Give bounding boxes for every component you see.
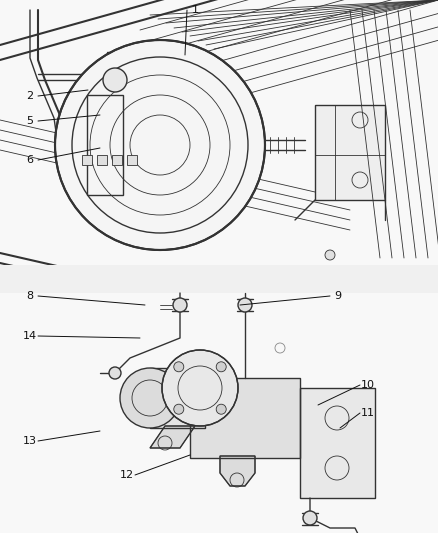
Circle shape [216, 362, 226, 372]
Polygon shape [127, 155, 137, 165]
Text: 10: 10 [361, 380, 375, 390]
Polygon shape [190, 378, 300, 458]
Circle shape [174, 404, 184, 414]
Polygon shape [112, 155, 122, 165]
Text: 2: 2 [26, 91, 34, 101]
Polygon shape [300, 388, 375, 498]
Polygon shape [87, 95, 123, 195]
Text: 12: 12 [120, 470, 134, 480]
Text: 8: 8 [26, 291, 34, 301]
Circle shape [303, 511, 317, 525]
Circle shape [162, 350, 238, 426]
Circle shape [216, 404, 226, 414]
Polygon shape [150, 426, 195, 448]
Text: 13: 13 [23, 436, 37, 446]
Text: 5: 5 [27, 116, 33, 126]
Polygon shape [315, 105, 385, 200]
Polygon shape [150, 368, 205, 428]
Polygon shape [82, 155, 92, 165]
Circle shape [55, 40, 265, 250]
Text: 9: 9 [335, 291, 342, 301]
Text: 14: 14 [23, 331, 37, 341]
Circle shape [238, 298, 252, 312]
Circle shape [120, 368, 180, 428]
Circle shape [103, 68, 127, 92]
Circle shape [325, 250, 335, 260]
Polygon shape [220, 456, 255, 486]
Circle shape [173, 298, 187, 312]
Text: 6: 6 [27, 155, 33, 165]
Polygon shape [0, 265, 438, 293]
Polygon shape [97, 155, 107, 165]
Polygon shape [0, 0, 438, 268]
Polygon shape [0, 293, 438, 533]
Circle shape [174, 362, 184, 372]
Text: 1: 1 [191, 5, 198, 15]
Text: 11: 11 [361, 408, 375, 418]
Circle shape [109, 367, 121, 379]
